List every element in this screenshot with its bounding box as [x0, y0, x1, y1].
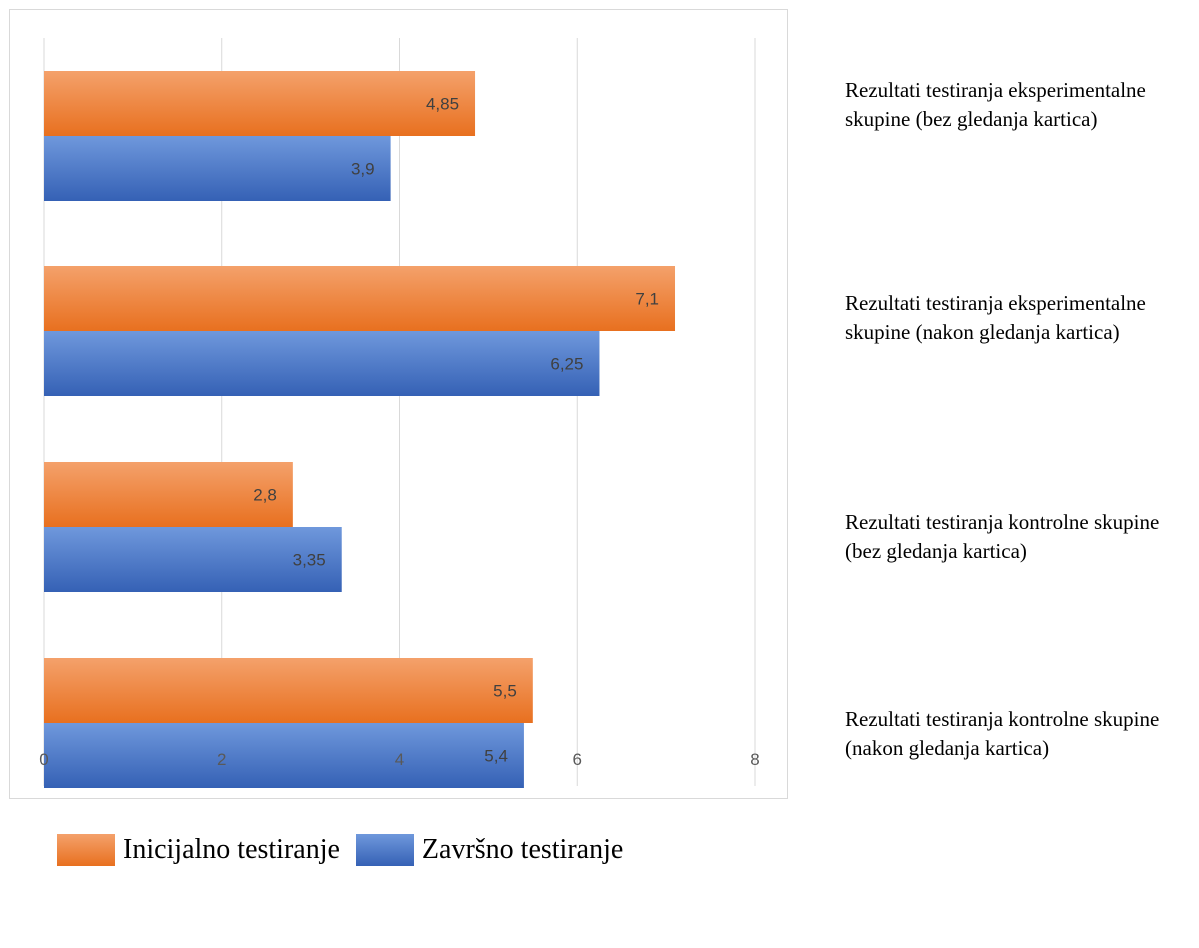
bar-final-3: [44, 527, 342, 592]
legend-label-final: Završno testiranje: [421, 834, 624, 865]
data-label-final-4: 5,4: [484, 747, 508, 766]
data-label-initial-4: 5,5: [493, 682, 517, 701]
x-tick-label-6: 6: [573, 750, 582, 769]
data-label-final-3: 3,35: [293, 551, 326, 570]
legend-entry-final: Završno testiranje: [355, 834, 624, 866]
bar-initial-4: [44, 658, 533, 723]
data-label-initial-2: 7,1: [635, 290, 659, 309]
chart-frame: 0 2 4 6 8 4,85 3,9 7,1 6,25 2,8 3,35 5,5 5,4: [9, 9, 788, 799]
category-label-2: Rezultati testiranja eksperimentalne sku…: [845, 291, 1146, 344]
data-label-initial-1: 4,85: [426, 95, 459, 114]
bar-final-1: [44, 136, 391, 201]
legend-swatch-final: [355, 834, 414, 866]
data-label-final-1: 3,9: [351, 160, 375, 179]
legend: Inicijalno testiranje Završno testiranje: [57, 826, 639, 874]
legend-swatch-initial: [57, 834, 115, 866]
bar-final-2: [44, 331, 600, 396]
x-tick-label-2: 2: [217, 750, 226, 769]
bar-final-4: [44, 723, 524, 788]
bar-initial-1: [44, 71, 476, 136]
category-label-4: Rezultati testiranja kontrolne skupine (…: [845, 707, 1160, 760]
bar-chart: 0 2 4 6 8 4,85 3,9 7,1 6,25 2,8 3,35 5,5 5,4: [39, 38, 760, 788]
category-label-1: Rezultati testiranja eksperimentalne sku…: [845, 78, 1146, 131]
legend-label-initial: Inicijalno testiranje: [123, 834, 340, 865]
bar-initial-2: [44, 266, 676, 331]
x-tick-label-4: 4: [395, 750, 404, 769]
bar-initial-3: [44, 462, 293, 527]
data-label-final-2: 6,25: [550, 355, 583, 374]
data-label-initial-3: 2,8: [253, 486, 277, 505]
x-tick-label-0: 0: [39, 750, 48, 769]
legend-entry-initial: Inicijalno testiranje: [57, 834, 340, 866]
x-tick-label-8: 8: [750, 750, 759, 769]
category-label-3: Rezultati testiranja kontrolne skupine (…: [845, 510, 1160, 563]
